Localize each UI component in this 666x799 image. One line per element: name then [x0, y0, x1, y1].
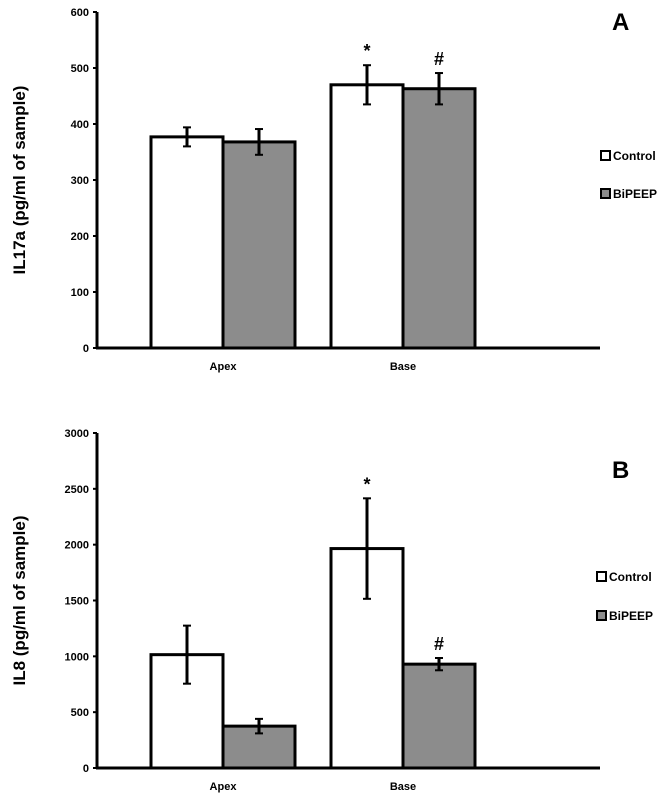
y-tick-label: 0 — [83, 763, 89, 775]
legend-swatch-control — [596, 571, 607, 582]
y-tick-label: 300 — [71, 175, 89, 187]
y-tick-label: 200 — [71, 231, 89, 243]
bar-bipeep-base — [401, 87, 477, 350]
x-category-label: Apex — [210, 781, 238, 793]
y-tick-label: 2500 — [65, 484, 89, 496]
y-tick-label: 2000 — [65, 540, 89, 552]
y-tick-label: 600 — [71, 7, 89, 19]
chart-panel-a: 0 100 200 300 400 500 600 Apex * # Base IL17a (pg/m… — [10, 7, 657, 373]
bar-control-apex — [149, 135, 225, 350]
y-tick-label: 1500 — [65, 596, 89, 608]
significance-marker: # — [434, 634, 444, 654]
y-tick-label: 3000 — [65, 428, 89, 440]
y-tick-label: 500 — [71, 63, 89, 75]
x-category-label: Apex — [210, 361, 238, 373]
legend-label-bipeep: BiPEEP — [609, 609, 653, 623]
y-tick-label: 100 — [71, 287, 89, 299]
bar-bipeep-apex — [221, 140, 297, 350]
legend-label-bipeep: BiPEEP — [613, 187, 657, 201]
y-axis-title: IL17a (pg/ml of sample) — [10, 86, 29, 275]
legend-swatch-control — [600, 150, 611, 161]
legend-swatch-bipeep — [600, 188, 611, 199]
chart-panel-b: 0 500 1000 1500 2000 2500 3000 Apex * # Base IL8 (p… — [10, 428, 653, 793]
y-tick-label: 400 — [71, 119, 89, 131]
y-tick-label: 1000 — [65, 651, 89, 663]
y-tick-label: 500 — [71, 707, 89, 719]
legend-swatch-bipeep — [596, 610, 607, 621]
x-category-label: Base — [390, 781, 416, 793]
significance-marker: * — [363, 474, 370, 494]
bar-control-base — [329, 83, 405, 350]
legend-label-control: Control — [613, 149, 656, 163]
x-category-label: Base — [390, 361, 416, 373]
legend-label-control: Control — [609, 570, 652, 584]
panel-letter: B — [612, 457, 629, 484]
significance-marker: # — [434, 49, 444, 69]
panel-letter: A — [612, 9, 629, 36]
y-tick-label: 0 — [83, 343, 89, 355]
y-axis-title: IL8 (pg/ml of sample) — [10, 515, 29, 685]
significance-marker: * — [363, 41, 370, 61]
bar-bipeep-base — [401, 662, 477, 770]
